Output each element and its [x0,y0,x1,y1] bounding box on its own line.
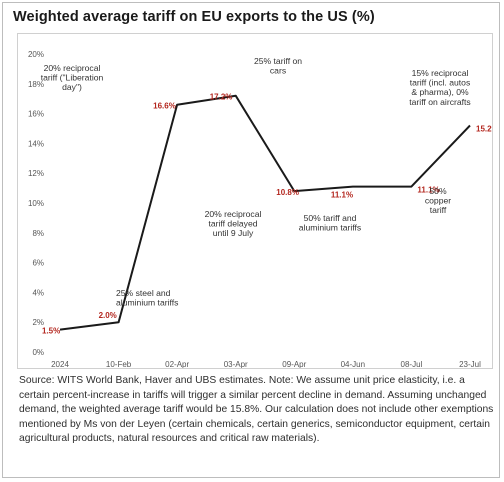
y-tick-label: 2% [32,318,44,327]
annotation-text: 50% tariff and [304,213,357,223]
y-tick-label: 0% [32,348,44,357]
annotation-text: 25% tariff on [254,56,302,66]
data-label: 11.1% [331,191,353,200]
y-tick-label: 20% [28,50,44,59]
annotation-text: tariff delayed [208,219,257,229]
annotation-text: tariff on aircrafts [409,97,470,107]
annotation-text: day") [62,82,82,92]
y-tick-label: 18% [28,80,44,89]
y-tick-label: 8% [32,229,44,238]
chart-title: Weighted average tariff on EU exports to… [13,9,375,25]
annotation-text: & pharma), 0% [411,87,469,97]
annotation-text: cars [270,66,286,76]
annotation-text: aluminium tariffs [299,223,361,233]
data-label: 17.2% [210,93,233,102]
annotation-text: aluminium tariffs [116,298,178,308]
figure-frame: Weighted average tariff on EU exports to… [2,2,500,478]
x-tick-label: 04-Jun [341,360,365,368]
chart-container: 0% 2% 4% 6% 8% 10% 12% 14% 16% 18% 20% 2024 10-Feb 02… [17,33,493,369]
source-note: Source: WITS World Bank, Haver and UBS e… [19,375,494,445]
y-tick-label: 10% [28,199,44,208]
annotation-text: 15% reciprocal [412,68,469,78]
annotation-text: tariff (incl. autos [410,78,471,88]
annotation-text: 25% steel and [116,288,171,298]
annotation-text: 20% reciprocal [44,63,101,73]
x-tick-label: 08-Jul [401,360,423,368]
annotation-text: tariff [430,205,447,215]
y-tick-label: 4% [32,288,44,297]
data-label: 11.1% [417,186,439,195]
x-tick-label: 09-Apr [282,360,306,368]
annotation-text: 20% reciprocal [205,209,262,219]
data-label: 16.6% [153,102,176,111]
x-tick-label: 2024 [51,360,69,368]
data-label: 10.8% [276,188,299,197]
y-tick-label: 12% [28,169,44,178]
annotation-text: until 9 July [213,228,254,238]
x-tick-label: 03-Apr [224,360,248,368]
x-tick-label: 02-Apr [165,360,189,368]
data-label: 15.2% [476,125,492,134]
annotation-text: 50% [429,186,447,196]
data-label: 2.0% [99,311,117,320]
line-chart: 0% 2% 4% 6% 8% 10% 12% 14% 16% 18% 20% 2024 10-Feb 02… [28,50,492,368]
y-tick-label: 6% [32,259,44,268]
y-tick-label: 16% [28,110,44,119]
y-tick-label: 14% [28,139,44,148]
x-tick-label: 23-Jul [459,360,481,368]
x-tick-label: 10-Feb [106,360,132,368]
series-line [59,94,471,331]
data-label: 1.5% [42,327,60,336]
annotation-text: copper [425,196,451,206]
annotation-text: tariff ("Liberation [41,73,104,83]
